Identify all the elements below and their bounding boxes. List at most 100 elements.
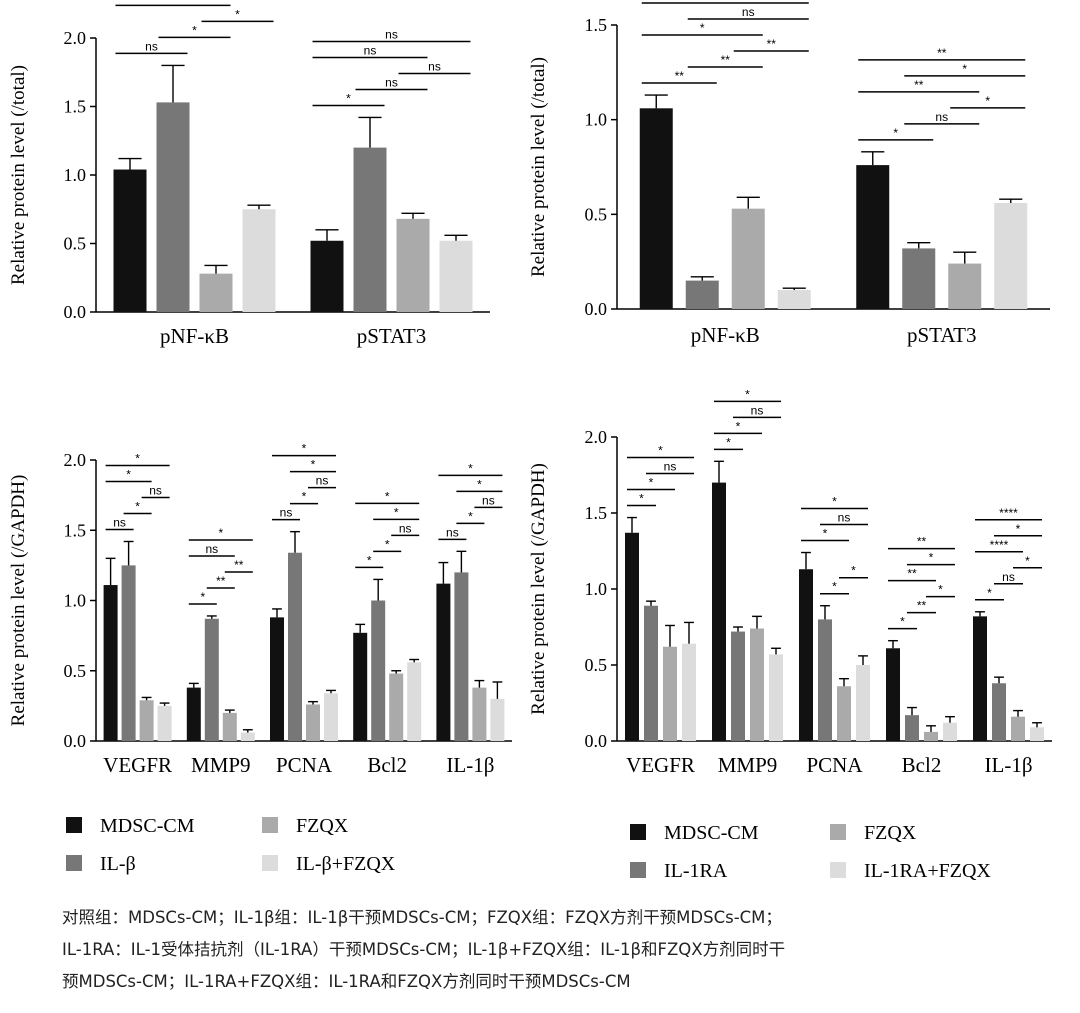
significance-label: * — [477, 477, 482, 491]
caption-line-1: 对照组：MDSCs-CM；IL-1β组：IL-1β干预MDSCs-CM；FZQX… — [62, 908, 782, 927]
bar — [270, 617, 284, 741]
significance-label: ns — [385, 27, 398, 41]
x-tick-label: PCNA — [806, 753, 863, 777]
legend-swatch — [262, 855, 278, 871]
significance-label: * — [394, 505, 399, 519]
legend-label: FZQX — [864, 822, 917, 844]
significance-label: ns — [751, 403, 764, 417]
significance-label: * — [385, 537, 390, 551]
significance-label: * — [311, 458, 316, 472]
bar — [1030, 727, 1044, 741]
chart-panel-2: 0.0 0.5 1.0 1.5 Relative protein level (/tot… — [528, 0, 1050, 347]
y-tick-label: 1.0 — [64, 165, 87, 185]
y-tick-label: 1.5 — [585, 15, 608, 35]
bar — [240, 732, 255, 741]
significance-label: * — [929, 551, 934, 565]
bar — [204, 618, 219, 741]
significance-label: * — [1016, 522, 1021, 536]
bar — [750, 628, 764, 741]
bar — [139, 700, 154, 741]
significance-label: * — [468, 509, 473, 523]
legend-swatch — [66, 817, 82, 833]
y-tick-label: 1.0 — [585, 579, 608, 599]
bar — [121, 565, 136, 741]
bar — [199, 273, 233, 312]
y-tick-label: 0.5 — [585, 655, 608, 675]
bar — [663, 646, 677, 741]
y-tick-label: 2.0 — [64, 28, 87, 48]
bar — [948, 263, 982, 309]
bar — [731, 631, 745, 741]
bar — [186, 687, 201, 741]
significance-label: * — [649, 476, 654, 490]
significance-label: ** — [675, 69, 685, 83]
y-tick-label: 1.5 — [64, 97, 87, 117]
significance-label: * — [367, 553, 372, 567]
significance-label: ns — [935, 110, 948, 124]
significance-label: * — [218, 526, 223, 540]
legend-swatch — [830, 862, 846, 878]
significance-label: * — [468, 461, 473, 475]
bar — [113, 169, 147, 312]
y-tick-label: 0.0 — [64, 731, 87, 751]
significance-label: ** — [914, 78, 924, 92]
bar — [490, 698, 505, 741]
y-tick-label: 2.0 — [585, 427, 608, 447]
significance-label: * — [832, 495, 837, 509]
legend-swatch — [262, 817, 278, 833]
significance-label: * — [832, 580, 837, 594]
y-axis-title: Relative protein level (/total) — [8, 65, 29, 285]
chart-panel-3: 0.0 0.5 1.0 1.5 2.0 Relative protein level (/… — [8, 442, 512, 777]
significance-label: ns — [428, 59, 441, 73]
y-tick-label: 1.5 — [64, 520, 87, 540]
bar — [157, 705, 172, 741]
y-tick-label: 1.5 — [585, 503, 608, 523]
significance-label: ns — [364, 43, 377, 57]
caption-line-3: 预MDSCs-CM；IL-1RA+FZQX组：IL-1RA和FZQX方剂同时干预… — [62, 972, 631, 991]
significance-label: ** — [234, 558, 244, 572]
significance-label: * — [135, 451, 140, 465]
significance-label: * — [385, 489, 390, 503]
legend-swatch — [630, 862, 646, 878]
significance-label: ** — [917, 599, 927, 613]
bar — [1011, 716, 1025, 741]
legend-2: MDSC-CM IL-1RA FZQX IL-1RA+FZQX — [630, 822, 991, 882]
y-axis-title: Relative protein level (/total) — [528, 57, 549, 277]
bar — [973, 616, 987, 741]
bar — [310, 240, 344, 312]
significance-label: ns — [664, 460, 677, 474]
x-tick-label: MMP9 — [191, 753, 251, 777]
legend-swatch — [830, 824, 846, 840]
significance-label: * — [700, 21, 705, 35]
significance-label: ** — [917, 535, 927, 549]
significance-label: * — [987, 586, 992, 600]
significance-label: ns — [742, 5, 755, 19]
significance-label: * — [135, 499, 140, 513]
x-tick-label: Bcl2 — [367, 753, 407, 777]
significance-label: ns — [482, 493, 495, 507]
x-tick-label: VEGFR — [626, 753, 695, 777]
bar — [439, 240, 473, 312]
bar — [222, 712, 237, 741]
significance-label: ** — [937, 46, 947, 60]
x-tick-label: pNF-κB — [160, 324, 229, 348]
significance-label: ** — [767, 37, 777, 51]
significance-label: * — [302, 490, 307, 504]
significance-label: * — [938, 583, 943, 597]
significance-label: * — [851, 564, 856, 578]
y-axis-title: Relative protein level (/GAPDH) — [528, 463, 549, 715]
legend-label: IL-1RA — [664, 860, 728, 882]
bar — [407, 662, 422, 741]
legend-label: IL-β+FZQX — [296, 853, 396, 875]
bar — [389, 673, 404, 741]
x-tick-label: IL-1β — [446, 753, 494, 777]
x-tick-label: VEGFR — [103, 753, 172, 777]
bar — [994, 202, 1028, 309]
bar — [818, 619, 832, 741]
bar — [353, 632, 368, 741]
significance-label: ns — [145, 39, 158, 53]
significance-label: ns — [280, 506, 293, 520]
bar — [288, 552, 302, 741]
legend-label: IL-1RA+FZQX — [864, 860, 991, 882]
significance-label: ns — [113, 515, 126, 529]
